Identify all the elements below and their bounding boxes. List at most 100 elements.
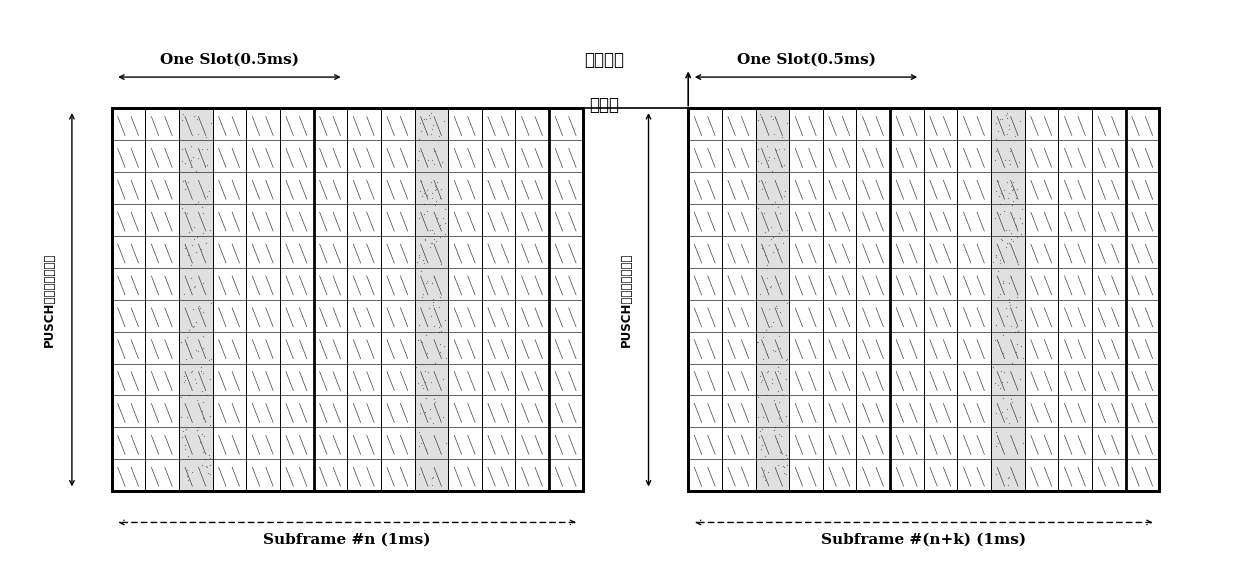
- Point: [1002, 181, 1022, 190]
- Point: [192, 331, 212, 340]
- Point: [420, 405, 440, 414]
- Point: [997, 377, 1017, 387]
- Point: [759, 323, 779, 332]
- Point: [1009, 412, 1029, 421]
- Point: [187, 153, 207, 162]
- Point: [175, 184, 195, 194]
- Point: [1006, 322, 1025, 331]
- Point: [759, 152, 779, 162]
- Point: [983, 258, 1003, 267]
- Point: [425, 200, 445, 210]
- Point: [777, 299, 797, 308]
- Point: [422, 480, 441, 489]
- Point: [198, 186, 218, 195]
- Point: [425, 397, 445, 407]
- Point: [992, 236, 1012, 245]
- Point: [759, 366, 779, 375]
- Point: [429, 194, 449, 203]
- Point: [1008, 260, 1028, 269]
- Point: [429, 302, 449, 311]
- Point: [429, 220, 449, 230]
- Point: [417, 393, 436, 403]
- Point: [986, 251, 1006, 260]
- Point: [414, 189, 434, 198]
- Point: [425, 358, 445, 367]
- Point: [434, 116, 454, 125]
- Point: [753, 412, 773, 421]
- Point: [761, 321, 781, 331]
- Point: [751, 184, 771, 194]
- Point: [179, 178, 198, 187]
- Text: One Slot(0.5ms): One Slot(0.5ms): [160, 53, 299, 67]
- Point: [182, 467, 202, 476]
- Point: [176, 355, 196, 364]
- Point: [763, 247, 782, 256]
- Point: [764, 115, 784, 124]
- Point: [776, 374, 796, 383]
- Point: [777, 453, 797, 463]
- Point: [999, 120, 1019, 130]
- Point: [181, 155, 201, 164]
- Point: [758, 260, 777, 269]
- Point: [773, 390, 792, 399]
- Point: [186, 374, 206, 383]
- Point: [424, 147, 444, 156]
- Point: [186, 166, 206, 175]
- Point: [1012, 204, 1032, 214]
- Text: One Slot(0.5ms): One Slot(0.5ms): [737, 53, 875, 67]
- Point: [417, 348, 436, 357]
- Point: [197, 192, 217, 201]
- Bar: [991, 108, 1024, 491]
- Point: [988, 337, 1008, 346]
- Point: [419, 303, 439, 312]
- Point: [983, 362, 1003, 371]
- Point: [420, 238, 440, 247]
- Point: [748, 393, 768, 402]
- Point: [994, 185, 1014, 194]
- Point: [201, 453, 221, 463]
- Point: [986, 187, 1006, 196]
- Point: [423, 297, 443, 307]
- Point: [991, 367, 1011, 376]
- Point: [992, 234, 1012, 243]
- Point: [427, 184, 446, 194]
- Point: [423, 120, 443, 130]
- Point: [1009, 158, 1029, 167]
- Point: [435, 230, 455, 239]
- Point: [427, 197, 446, 206]
- Point: [193, 397, 213, 407]
- Point: [423, 238, 443, 247]
- Point: [432, 326, 451, 335]
- Point: [192, 407, 212, 416]
- Point: [418, 155, 438, 164]
- Point: [774, 192, 794, 201]
- Point: [182, 323, 202, 332]
- Point: [1002, 397, 1022, 407]
- Point: [996, 303, 1016, 312]
- Point: [190, 437, 210, 447]
- Point: [769, 228, 789, 238]
- Point: [433, 214, 453, 223]
- Point: [434, 374, 454, 383]
- Point: [760, 111, 780, 120]
- Point: [409, 213, 429, 222]
- Point: [770, 344, 790, 353]
- Point: [180, 391, 200, 400]
- Point: [420, 129, 440, 138]
- Point: [777, 420, 797, 429]
- Point: [425, 186, 445, 195]
- Point: [433, 158, 453, 167]
- Point: [1007, 339, 1027, 348]
- Point: [990, 192, 1009, 201]
- Point: [414, 209, 434, 218]
- Point: [774, 144, 794, 154]
- Point: [420, 377, 440, 387]
- Point: [179, 475, 198, 484]
- Point: [1012, 218, 1032, 227]
- Point: [997, 178, 1017, 187]
- Point: [770, 278, 790, 287]
- Point: [1011, 342, 1030, 351]
- Point: [993, 348, 1013, 357]
- Point: [755, 178, 775, 187]
- Point: [420, 178, 440, 187]
